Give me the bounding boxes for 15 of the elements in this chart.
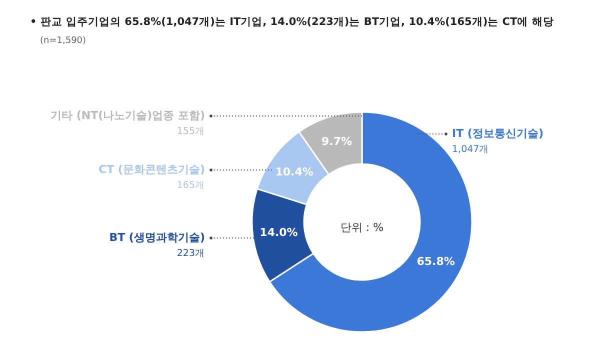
data-label: 10.4% [275,165,314,178]
text: 1,047개 [452,144,490,155]
text: 165개 [176,180,205,191]
chart-title: • 판교 입주기업의 65.8%(1,047개)는 IT기업, 14.0%(223개)는 BT기업, 10.4%(165개)는 CT에 해당 [30,16,554,28]
text: 223개 [176,248,205,259]
text: 155개 [176,126,205,137]
data-label: 9.7% [322,134,352,148]
data-label: 14.0% [260,226,298,240]
data-label: 65.8% [416,255,455,268]
text: 단위 : % [340,221,384,234]
slice-label: IT (정보통신기술) [452,127,544,140]
chart-subtitle: (n=1,590) [40,36,86,46]
slice-label: BT (생명과학기술) [109,231,205,244]
slice-label: CT (문화콘텐츠기술) [98,163,205,176]
slice-label: 기타 (NT(나노기술)업종 포함) [50,109,205,122]
